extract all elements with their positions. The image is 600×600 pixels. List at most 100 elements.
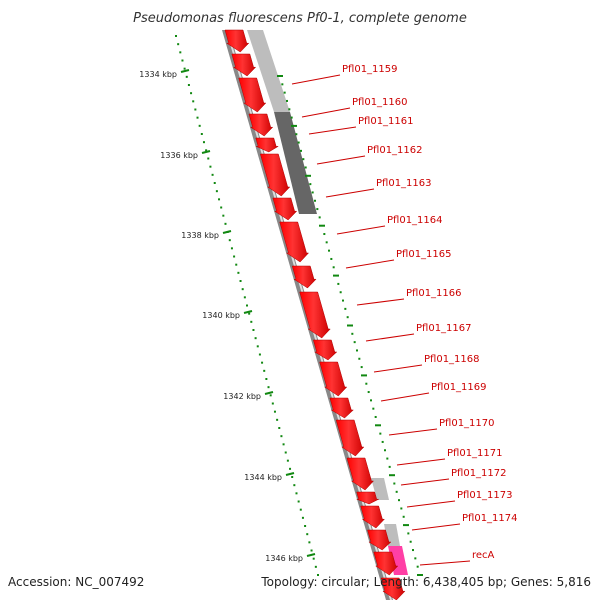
gene-arrow[interactable] <box>346 457 375 491</box>
gene-track-dot <box>379 432 382 435</box>
gene-track-dot <box>389 474 395 477</box>
gene-label[interactable]: Pfl01_1174 <box>462 513 518 524</box>
scale-dot <box>308 541 311 544</box>
kbp-tick-label: 1340 kbp <box>202 311 240 320</box>
gene-arrow[interactable] <box>313 339 338 361</box>
gene-arrow[interactable] <box>279 221 310 263</box>
gene-label[interactable]: Pfl01_1167 <box>416 323 472 334</box>
gene-arrow[interactable] <box>360 505 386 529</box>
kbp-tick-label: 1334 kbp <box>139 70 177 79</box>
gene-track-dot <box>295 133 298 136</box>
gene-track-dot <box>325 241 328 244</box>
gene-label[interactable]: Pfl01_1171 <box>447 448 503 459</box>
gene-track-dot <box>409 540 412 543</box>
gene-label[interactable]: Pfl01_1165 <box>396 249 452 260</box>
gene-label[interactable]: Pfl01_1168 <box>424 354 480 365</box>
kbp-tick-label: 1346 kbp <box>265 554 303 563</box>
gene-track-dot <box>347 324 353 327</box>
gene-arrow[interactable] <box>373 551 399 576</box>
gene-arrow[interactable] <box>380 577 406 600</box>
gene-track-dot <box>309 183 312 186</box>
gene-arrow[interactable] <box>238 77 267 113</box>
gene-arrow[interactable] <box>231 53 257 77</box>
gene-label[interactable]: Pfl01_1173 <box>457 490 513 501</box>
scale-dot <box>192 100 195 103</box>
scale-dot <box>286 459 289 462</box>
scale-dot <box>220 206 223 209</box>
gene-label[interactable]: Pfl01_1162 <box>367 145 423 156</box>
gene-arrow[interactable] <box>356 491 379 505</box>
gene-labels: Pfl01_1159 Pfl01_1160 Pfl01_1161 Pfl01_1162… <box>291 64 518 566</box>
gene-track-dot <box>291 124 297 127</box>
gene-track-dot <box>339 291 342 294</box>
gene-track-dot <box>346 316 349 319</box>
gene-arrow[interactable] <box>255 137 280 153</box>
scale-dot <box>211 173 214 176</box>
gene-track-dot <box>356 349 358 352</box>
gene-track-dot <box>361 374 367 377</box>
gene-label[interactable]: Pfl01_1166 <box>406 288 462 299</box>
gene-label[interactable]: Pfl01_1161 <box>358 116 414 127</box>
scale-dot <box>252 329 255 331</box>
gene-track-dot <box>372 407 375 410</box>
gene-arrow[interactable] <box>329 397 354 419</box>
gene-track-dot <box>370 399 372 402</box>
scale-dot <box>215 190 218 193</box>
gene-label[interactable]: Pfl01_1159 <box>342 64 398 75</box>
gene-leader-line <box>316 155 366 165</box>
scale-dot <box>312 557 315 560</box>
gene-arrow[interactable] <box>272 197 298 221</box>
gene-arrow[interactable] <box>260 153 291 197</box>
gene-label[interactable]: Pfl01_1170 <box>439 418 495 429</box>
gene-arrow[interactable] <box>335 419 365 457</box>
gene-label[interactable]: Pfl01_1160 <box>352 97 408 108</box>
gene-label[interactable]: Pfl01_1163 <box>376 178 432 189</box>
scale-dot <box>198 124 201 127</box>
gene-track-dot <box>353 341 356 344</box>
gene-arrow[interactable] <box>291 265 317 289</box>
scale-dot <box>295 492 298 495</box>
gene-track-dot <box>375 424 381 427</box>
gene-arrow[interactable] <box>319 361 348 397</box>
gene-arrow[interactable] <box>299 291 331 339</box>
gene-label[interactable]: Pfl01_1164 <box>387 215 443 226</box>
gene-track-dot <box>403 524 409 527</box>
scale-dot <box>185 75 188 78</box>
scale-dot <box>239 280 242 282</box>
gene-track-dot <box>319 224 325 227</box>
kbp-tick-mark <box>306 553 316 557</box>
map-title: Pseudomonas fluorescens Pf0-1, complete … <box>133 11 467 26</box>
gene-track-dot <box>388 465 391 468</box>
gene-arrow[interactable] <box>248 113 274 137</box>
gene-track-dot <box>342 299 344 302</box>
gene-track-dot <box>414 557 417 560</box>
gene-label[interactable]: Pfl01_1169 <box>431 382 487 393</box>
scale-dot <box>187 84 190 86</box>
scale-dot <box>265 378 268 380</box>
scale-dot <box>261 361 264 364</box>
gene-track-dot <box>297 141 300 144</box>
scale-dot <box>293 484 296 487</box>
gene-track-dot <box>281 83 284 86</box>
gene-label[interactable]: recA <box>472 550 495 561</box>
gene-leader-line <box>388 428 438 436</box>
scale-dot <box>273 410 276 413</box>
gene-label[interactable]: Pfl01_1172 <box>451 468 507 479</box>
gene-leader-line <box>336 225 386 235</box>
scale-dot <box>222 214 225 217</box>
gene-track-dot <box>344 307 347 310</box>
gene-arrow[interactable] <box>224 29 250 53</box>
gene-track-dot <box>374 415 377 418</box>
scale-dot <box>269 394 272 397</box>
scale-dot <box>297 500 300 503</box>
scale-dot <box>291 476 294 478</box>
gene-arrow[interactable] <box>367 529 392 551</box>
gene-track-dot <box>323 233 326 236</box>
gene-track-dot <box>302 158 305 161</box>
scale-dot <box>258 353 261 356</box>
scale-dot <box>254 337 257 340</box>
kbp-tick-mark <box>180 69 190 73</box>
scale-dot <box>237 271 240 274</box>
scale-dot <box>289 467 292 470</box>
